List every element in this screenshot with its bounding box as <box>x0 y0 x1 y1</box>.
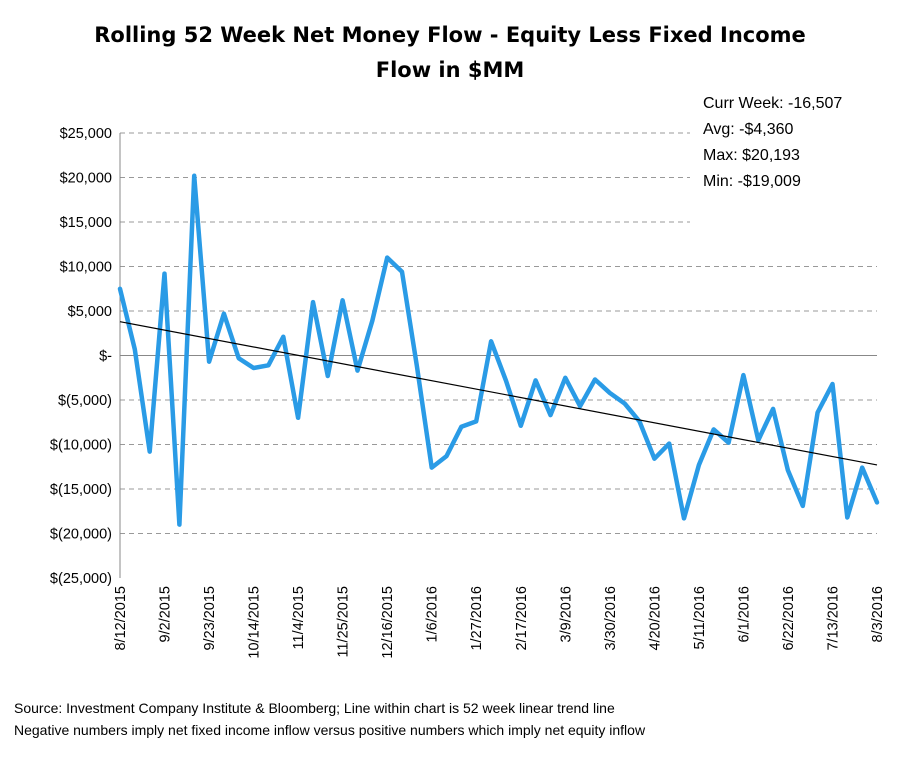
x-tick-label: 4/20/2016 <box>647 586 663 651</box>
x-tick-label: 2/17/2016 <box>514 586 530 651</box>
x-tick-label: 11/4/2015 <box>291 586 307 649</box>
y-tick-label: $20,000 <box>60 171 112 187</box>
x-tick-label: 9/23/2015 <box>202 586 218 651</box>
x-axis-tick-labels: 8/12/2015 9/2/2015 9/23/2015 10/14/2015 11/4… <box>113 586 886 659</box>
y-tick-label: $15,000 <box>60 215 112 231</box>
x-tick-label: 5/11/2016 <box>692 586 708 649</box>
chart-title: Rolling 52 Week Net Money Flow - Equity … <box>94 23 806 47</box>
x-tick-label: 1/6/2016 <box>425 586 441 642</box>
x-tick-label: 9/2/2015 <box>158 586 174 642</box>
interpretation-note: Negative numbers imply net fixed income … <box>14 722 646 738</box>
x-tick-label: 12/16/2015 <box>380 586 396 659</box>
y-tick-label: $5,000 <box>68 304 112 320</box>
y-tick-label: $- <box>99 349 112 365</box>
x-tick-label: 6/22/2016 <box>781 586 797 651</box>
x-tick-label: 11/25/2015 <box>336 586 352 658</box>
x-tick-label: 3/9/2016 <box>558 586 574 642</box>
x-tick-label: 1/27/2016 <box>469 586 485 651</box>
stat-avg: Avg: -$4,360 <box>703 121 794 138</box>
series-line <box>117 173 880 527</box>
x-tick-label: 7/13/2016 <box>825 586 841 651</box>
y-axis-tick-labels: $25,000 $20,000 $15,000 $10,000 $5,000 $- $(5,… <box>50 126 112 587</box>
chart-subtitle: Flow in $MM <box>376 58 525 82</box>
net-money-flow-chart: Rolling 52 Week Net Money Flow - Equity … <box>50 23 886 659</box>
source-note: Source: Investment Company Institute & B… <box>14 700 615 716</box>
x-tick-label: 3/30/2016 <box>603 586 619 651</box>
y-tick-label: $(5,000) <box>58 393 112 409</box>
y-tick-label: $(15,000) <box>50 482 112 498</box>
x-tick-label: 10/14/2015 <box>247 586 263 659</box>
y-tick-label: $(20,000) <box>50 527 112 543</box>
trend-line <box>119 321 878 466</box>
stat-curr-week: Curr Week: -16,507 <box>703 95 842 112</box>
x-tick-label: 8/3/2016 <box>870 586 886 642</box>
x-tick-label: 8/12/2015 <box>113 586 129 651</box>
stat-min: Min: -$19,009 <box>703 173 801 190</box>
x-tick-label: 6/1/2016 <box>736 586 752 642</box>
y-tick-label: $(25,000) <box>50 571 112 587</box>
gridlines <box>120 132 877 534</box>
y-tick-label: $25,000 <box>60 126 112 142</box>
stat-max: Max: $20,193 <box>703 147 800 164</box>
stats-box: Curr Week: -16,507 Avg: -$4,360 Max: $20… <box>703 95 842 190</box>
y-tick-label: $(10,000) <box>50 438 112 454</box>
y-tick-label: $10,000 <box>60 260 112 276</box>
